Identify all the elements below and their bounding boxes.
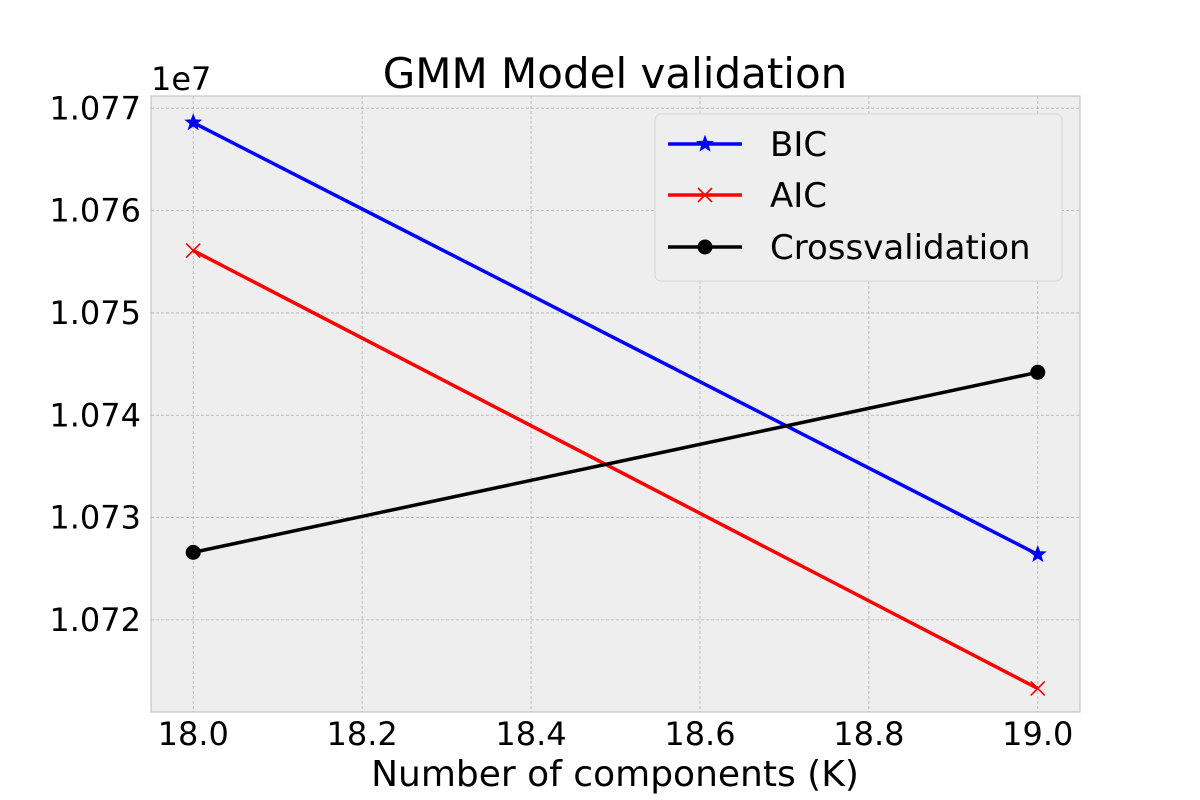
y-tick-label: 1.075 bbox=[49, 294, 141, 332]
y-axis-ticks: 1.072 1.073 1.074 1.075 1.076 1.077 bbox=[49, 89, 141, 639]
legend-marker bbox=[697, 239, 713, 255]
series-line-aic bbox=[192, 248, 1039, 691]
legend-marker bbox=[696, 134, 714, 152]
data-point-bic bbox=[1028, 545, 1047, 563]
legend-entry-aic: AIC bbox=[668, 176, 827, 216]
x-tick-label: 19.0 bbox=[1002, 715, 1073, 753]
series-crossvalidation bbox=[185, 364, 1046, 560]
legend-marker bbox=[697, 187, 713, 203]
x-tick-label: 18.4 bbox=[495, 715, 566, 753]
legend-label: BIC bbox=[770, 125, 827, 165]
legend-entry-bic: BIC bbox=[668, 125, 827, 165]
x-axis-ticks: 18.0 18.2 18.4 18.6 18.8 19.0 bbox=[158, 715, 1074, 753]
data-point-crossvalidation bbox=[1030, 364, 1046, 380]
legend-label: Crossvalidation bbox=[770, 228, 1031, 268]
data-point-crossvalidation bbox=[185, 544, 201, 560]
data-point-bic bbox=[184, 113, 203, 131]
data-point-aic bbox=[1030, 680, 1046, 697]
x-tick-label: 18.0 bbox=[158, 715, 229, 753]
y-tick-label: 1.077 bbox=[49, 89, 141, 127]
y-tick-label: 1.072 bbox=[49, 601, 141, 639]
legend-entry-crossvalidation: Crossvalidation bbox=[668, 228, 1031, 268]
legend-label: AIC bbox=[770, 176, 827, 216]
data-point-aic bbox=[185, 242, 201, 259]
y-tick-label: 1.074 bbox=[49, 396, 141, 434]
y-axis-offset-label: 1e7 bbox=[151, 60, 211, 98]
x-tick-label: 18.8 bbox=[833, 715, 904, 753]
x-axis-label: Number of components (K) bbox=[371, 754, 859, 795]
legend: BIC AIC Crossvalidation bbox=[654, 113, 1063, 282]
chart-title: GMM Model validation bbox=[383, 49, 848, 98]
series-bic bbox=[184, 113, 1047, 563]
y-tick-label: 1.073 bbox=[49, 499, 141, 537]
x-tick-label: 18.2 bbox=[327, 715, 398, 753]
series-layer bbox=[184, 113, 1047, 697]
legend-frame bbox=[654, 113, 1063, 282]
y-tick-label: 1.076 bbox=[49, 192, 141, 230]
series-aic bbox=[185, 242, 1046, 697]
series-line-crossvalidation bbox=[192, 370, 1039, 555]
series-line-bic bbox=[192, 121, 1039, 556]
x-tick-label: 18.6 bbox=[664, 715, 735, 753]
